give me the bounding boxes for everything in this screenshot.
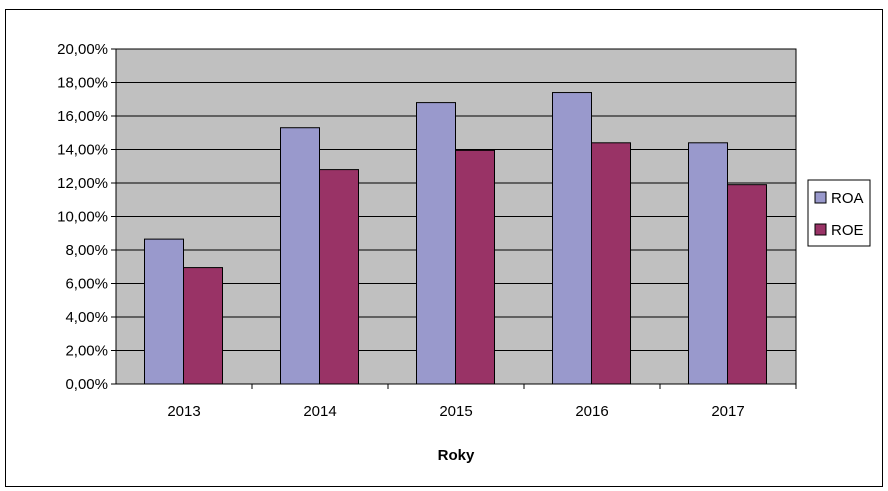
y-tick-label: 12,00% [57,175,108,192]
bar-roe-2015 [455,149,495,385]
x-tick-label: 2013 [167,403,200,420]
y-tick-label: 2,00% [65,343,108,360]
bars [144,92,767,385]
y-tick-label: 8,00% [65,242,108,259]
x-tick-label: 2016 [575,403,608,420]
x-axis-label: Roky [438,447,475,464]
legend: ROA ROE [807,179,871,247]
axes [111,48,797,389]
bar-roe-2016 [591,142,631,385]
bar-roe-2013 [183,267,223,385]
x-tick-label: 2014 [303,403,336,420]
y-tick-labels: 0,00% 2,00% 4,00% 6,00% 8,00% 10,00% 12,00% 14,… [57,41,108,393]
x-tick-labels: 2013 2014 2015 2016 2017 [167,403,744,420]
legend-label-roa: ROA [831,190,864,207]
y-tick-label: 14,00% [57,142,108,159]
bar-roe-2014 [319,169,359,385]
y-tick-label: 6,00% [65,276,108,293]
bar-roa-2015 [416,102,456,385]
y-tick-label: 10,00% [57,209,108,226]
x-tick-label: 2015 [439,403,472,420]
y-tick-label: 4,00% [65,309,108,326]
bar-roe-2017 [727,184,767,385]
legend-label-roe: ROE [831,222,864,239]
bar-roa-2016 [552,92,592,385]
bar-roa-2013 [144,238,184,385]
bar-roa-2014 [280,127,320,385]
y-tick-label: 20,00% [57,41,108,58]
x-tick-label: 2017 [711,403,744,420]
y-tick-label: 16,00% [57,108,108,125]
legend-swatch-roe [814,223,827,236]
bar-roa-2017 [688,142,728,385]
y-tick-label: 18,00% [57,75,108,92]
legend-swatch-roa [814,191,827,204]
y-tick-label: 0,00% [65,376,108,393]
